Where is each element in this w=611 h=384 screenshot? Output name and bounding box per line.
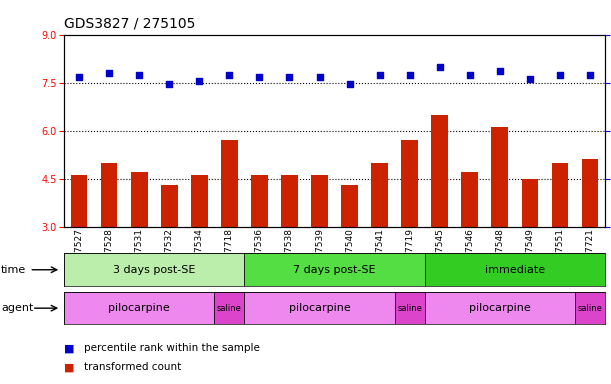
Text: time: time (1, 265, 26, 275)
Bar (425, 253, 605, 286)
Point (164, 81, 174, 88)
Point (465, 72, 475, 78)
Bar (371, 162, 388, 227)
Bar (251, 175, 268, 227)
Bar (131, 172, 147, 227)
Point (375, 72, 384, 78)
Bar (342, 185, 358, 227)
Text: pilocarpine: pilocarpine (288, 303, 350, 313)
Text: ■: ■ (64, 362, 75, 372)
Bar (575, 292, 605, 324)
Bar (395, 292, 425, 324)
Text: transformed count: transformed count (84, 362, 181, 372)
Text: GDS3827 / 275105: GDS3827 / 275105 (64, 17, 196, 31)
Point (585, 72, 595, 78)
Point (104, 70, 114, 76)
Text: saline: saline (217, 304, 242, 313)
Point (525, 76, 535, 82)
Bar (244, 292, 395, 324)
Bar (161, 185, 178, 227)
Text: 7 days post-SE: 7 days post-SE (293, 265, 376, 275)
Point (134, 72, 144, 78)
Bar (582, 159, 598, 227)
Point (435, 64, 445, 70)
Bar (101, 162, 117, 227)
Bar (431, 114, 448, 227)
Text: pilocarpine: pilocarpine (469, 303, 530, 313)
Bar (64, 253, 244, 286)
Bar (281, 175, 298, 227)
Text: saline: saline (577, 304, 602, 313)
Bar (311, 175, 327, 227)
Point (495, 68, 505, 74)
Bar (491, 127, 508, 227)
Bar (425, 292, 575, 324)
Bar (244, 253, 425, 286)
Point (404, 72, 414, 78)
Bar (71, 175, 87, 227)
Bar (461, 172, 478, 227)
Text: 3 days post-SE: 3 days post-SE (113, 265, 196, 275)
Point (285, 74, 295, 80)
Bar (214, 292, 244, 324)
Text: pilocarpine: pilocarpine (108, 303, 170, 313)
Bar (522, 179, 538, 227)
Bar (552, 162, 568, 227)
Bar (64, 292, 214, 324)
Bar (401, 140, 418, 227)
Point (555, 72, 565, 78)
Text: agent: agent (1, 303, 34, 313)
Text: percentile rank within the sample: percentile rank within the sample (84, 343, 260, 353)
Point (194, 78, 204, 84)
Bar (191, 175, 208, 227)
Point (345, 81, 354, 88)
Text: saline: saline (397, 304, 422, 313)
Point (315, 74, 324, 80)
Text: immediate: immediate (485, 265, 545, 275)
Point (224, 72, 234, 78)
Bar (221, 140, 238, 227)
Text: ■: ■ (64, 343, 75, 353)
Point (255, 74, 265, 80)
Point (75, 74, 84, 80)
